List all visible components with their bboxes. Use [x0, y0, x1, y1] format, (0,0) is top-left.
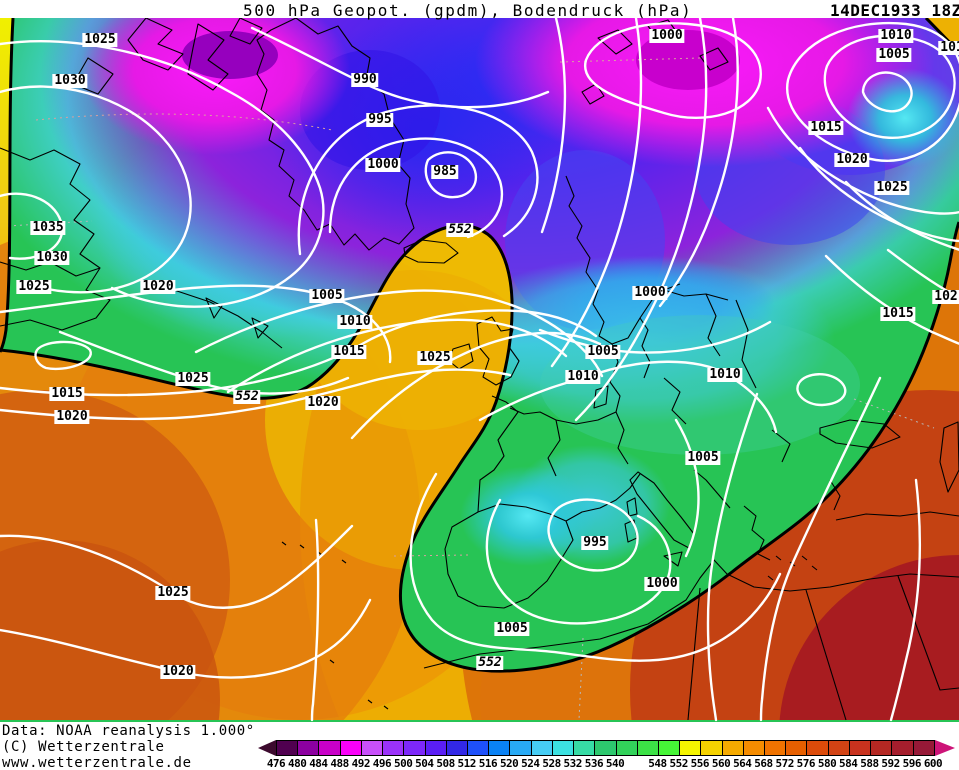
- colorbar-tick: 512: [457, 757, 477, 770]
- colorbar-cell: [595, 741, 617, 755]
- colorbar-cell: [786, 741, 808, 755]
- colorbar-cell: [765, 741, 787, 755]
- colorbar-tick: 572: [775, 757, 794, 770]
- colorbar-tick: 568: [754, 757, 773, 770]
- colorbar-cell: [446, 741, 468, 755]
- colorbar-tick: 500: [393, 757, 413, 770]
- colorbar-cell: [871, 741, 893, 755]
- colorbar-cell: [361, 741, 384, 755]
- map-title: 500 hPa Geopot. (gpdm), Bodendruck (hPa): [243, 1, 693, 20]
- website-credit: www.wetterzentrale.de: [2, 755, 192, 770]
- colorbar-tick: 528: [542, 757, 561, 770]
- colorbar-tick: 504: [415, 757, 434, 770]
- colorbar-cell: [383, 741, 405, 755]
- colorbar-cell: [913, 741, 934, 755]
- colorbar-row: [258, 740, 955, 756]
- colorbar-tick: 584: [839, 757, 858, 770]
- colorbar-tick: 560: [711, 757, 731, 770]
- colorbar-cell: [892, 741, 914, 755]
- colorbar-tick: 508: [436, 757, 455, 770]
- colorbar-cell: [425, 741, 447, 755]
- colorbar-cell: [658, 741, 681, 755]
- colorbar-cell: [467, 741, 490, 755]
- colorbar-cell: [828, 741, 850, 755]
- colorbar-right-arrow: [935, 740, 955, 756]
- colorbar-cell: [340, 741, 362, 755]
- colorbar-tick: 516: [478, 757, 498, 770]
- colorbar-cell: [722, 741, 744, 755]
- colorbar-tick: 588: [860, 757, 879, 770]
- colorbar-left-arrow: [258, 740, 276, 756]
- colorbar-tick: 484: [309, 757, 328, 770]
- colorbar-tick: 600: [923, 757, 943, 770]
- colorbar-tick: 480: [288, 757, 307, 770]
- colorbar-cell: [319, 741, 341, 755]
- colorbar-cell: [616, 741, 638, 755]
- colorbar-cell: [489, 741, 511, 755]
- colorbar-tick: 596: [902, 757, 922, 770]
- colorbar-tick: 564: [733, 757, 752, 770]
- colorbar-cell: [680, 741, 702, 755]
- colorbar-tick: 536: [584, 757, 604, 770]
- colorbar-cell: [552, 741, 575, 755]
- colorbar-tick: 488: [330, 757, 349, 770]
- colorbar-tick: 496: [372, 757, 392, 770]
- colorbar-tick: 576: [796, 757, 816, 770]
- colorbar-cell: [510, 741, 532, 755]
- title-bar: 500 hPa Geopot. (gpdm), Bodendruck (hPa)…: [0, 0, 959, 20]
- colorbar-tick: 552: [669, 757, 688, 770]
- colorbar-cell: [574, 741, 596, 755]
- colorbar-cell: [849, 741, 872, 755]
- colorbar-tick: 524: [521, 757, 540, 770]
- colorbar-tick: 556: [690, 757, 710, 770]
- colorbar-tick: 492: [351, 757, 371, 770]
- colorbar-cell: [743, 741, 766, 755]
- colorbar-cell: [298, 741, 320, 755]
- colorbar-cell: [277, 741, 299, 755]
- colorbar-cell: [701, 741, 723, 755]
- colorbar-cells: [276, 740, 935, 756]
- geopotential-colorbar: 476 480 484 488 492 496 500 504 508 512 516 520 524 5…: [258, 740, 958, 770]
- colorbar-tick: 580: [817, 757, 837, 770]
- colorbar-cell: [404, 741, 426, 755]
- map-timestamp: 14DEC1933 18Z: [830, 1, 959, 20]
- data-source-credit: Data: NOAA reanalysis 1.000°: [2, 723, 255, 739]
- colorbar-tick: 532: [563, 757, 583, 770]
- colorbar-cell: [531, 741, 553, 755]
- copyright-credit: (C) Wetterzentrale: [2, 739, 165, 755]
- colorbar-cell: [807, 741, 829, 755]
- colorbar-tick: 520: [499, 757, 519, 770]
- colorbar-tick: 548: [648, 757, 667, 770]
- colorbar-tick: 476: [266, 757, 286, 770]
- colorbar-cell: [637, 741, 659, 755]
- isobar-contours: [0, 18, 959, 722]
- colorbar-tick: 592: [881, 757, 900, 770]
- colorbar-tick: 540: [605, 757, 625, 770]
